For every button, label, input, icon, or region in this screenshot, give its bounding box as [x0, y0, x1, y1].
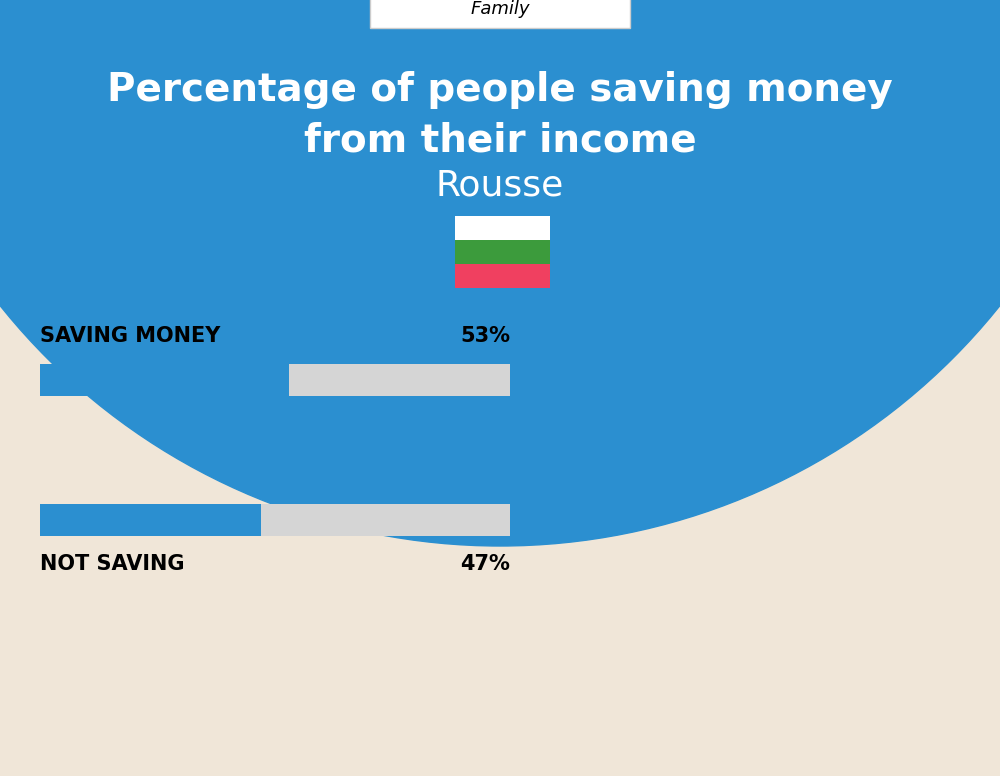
FancyBboxPatch shape: [455, 216, 550, 240]
Text: 47%: 47%: [460, 554, 510, 574]
Text: Family: Family: [470, 0, 530, 18]
Text: 53%: 53%: [460, 326, 510, 346]
FancyBboxPatch shape: [40, 364, 510, 396]
Circle shape: [0, 0, 1000, 546]
FancyBboxPatch shape: [370, 0, 630, 28]
FancyBboxPatch shape: [40, 504, 261, 536]
Text: Rousse: Rousse: [436, 169, 564, 203]
Text: NOT SAVING: NOT SAVING: [40, 554, 184, 574]
Text: from their income: from their income: [304, 121, 696, 159]
FancyBboxPatch shape: [40, 364, 289, 396]
Text: SAVING MONEY: SAVING MONEY: [40, 326, 220, 346]
FancyBboxPatch shape: [455, 264, 550, 288]
Text: Percentage of people saving money: Percentage of people saving money: [107, 71, 893, 109]
FancyBboxPatch shape: [455, 240, 550, 264]
FancyBboxPatch shape: [40, 504, 510, 536]
